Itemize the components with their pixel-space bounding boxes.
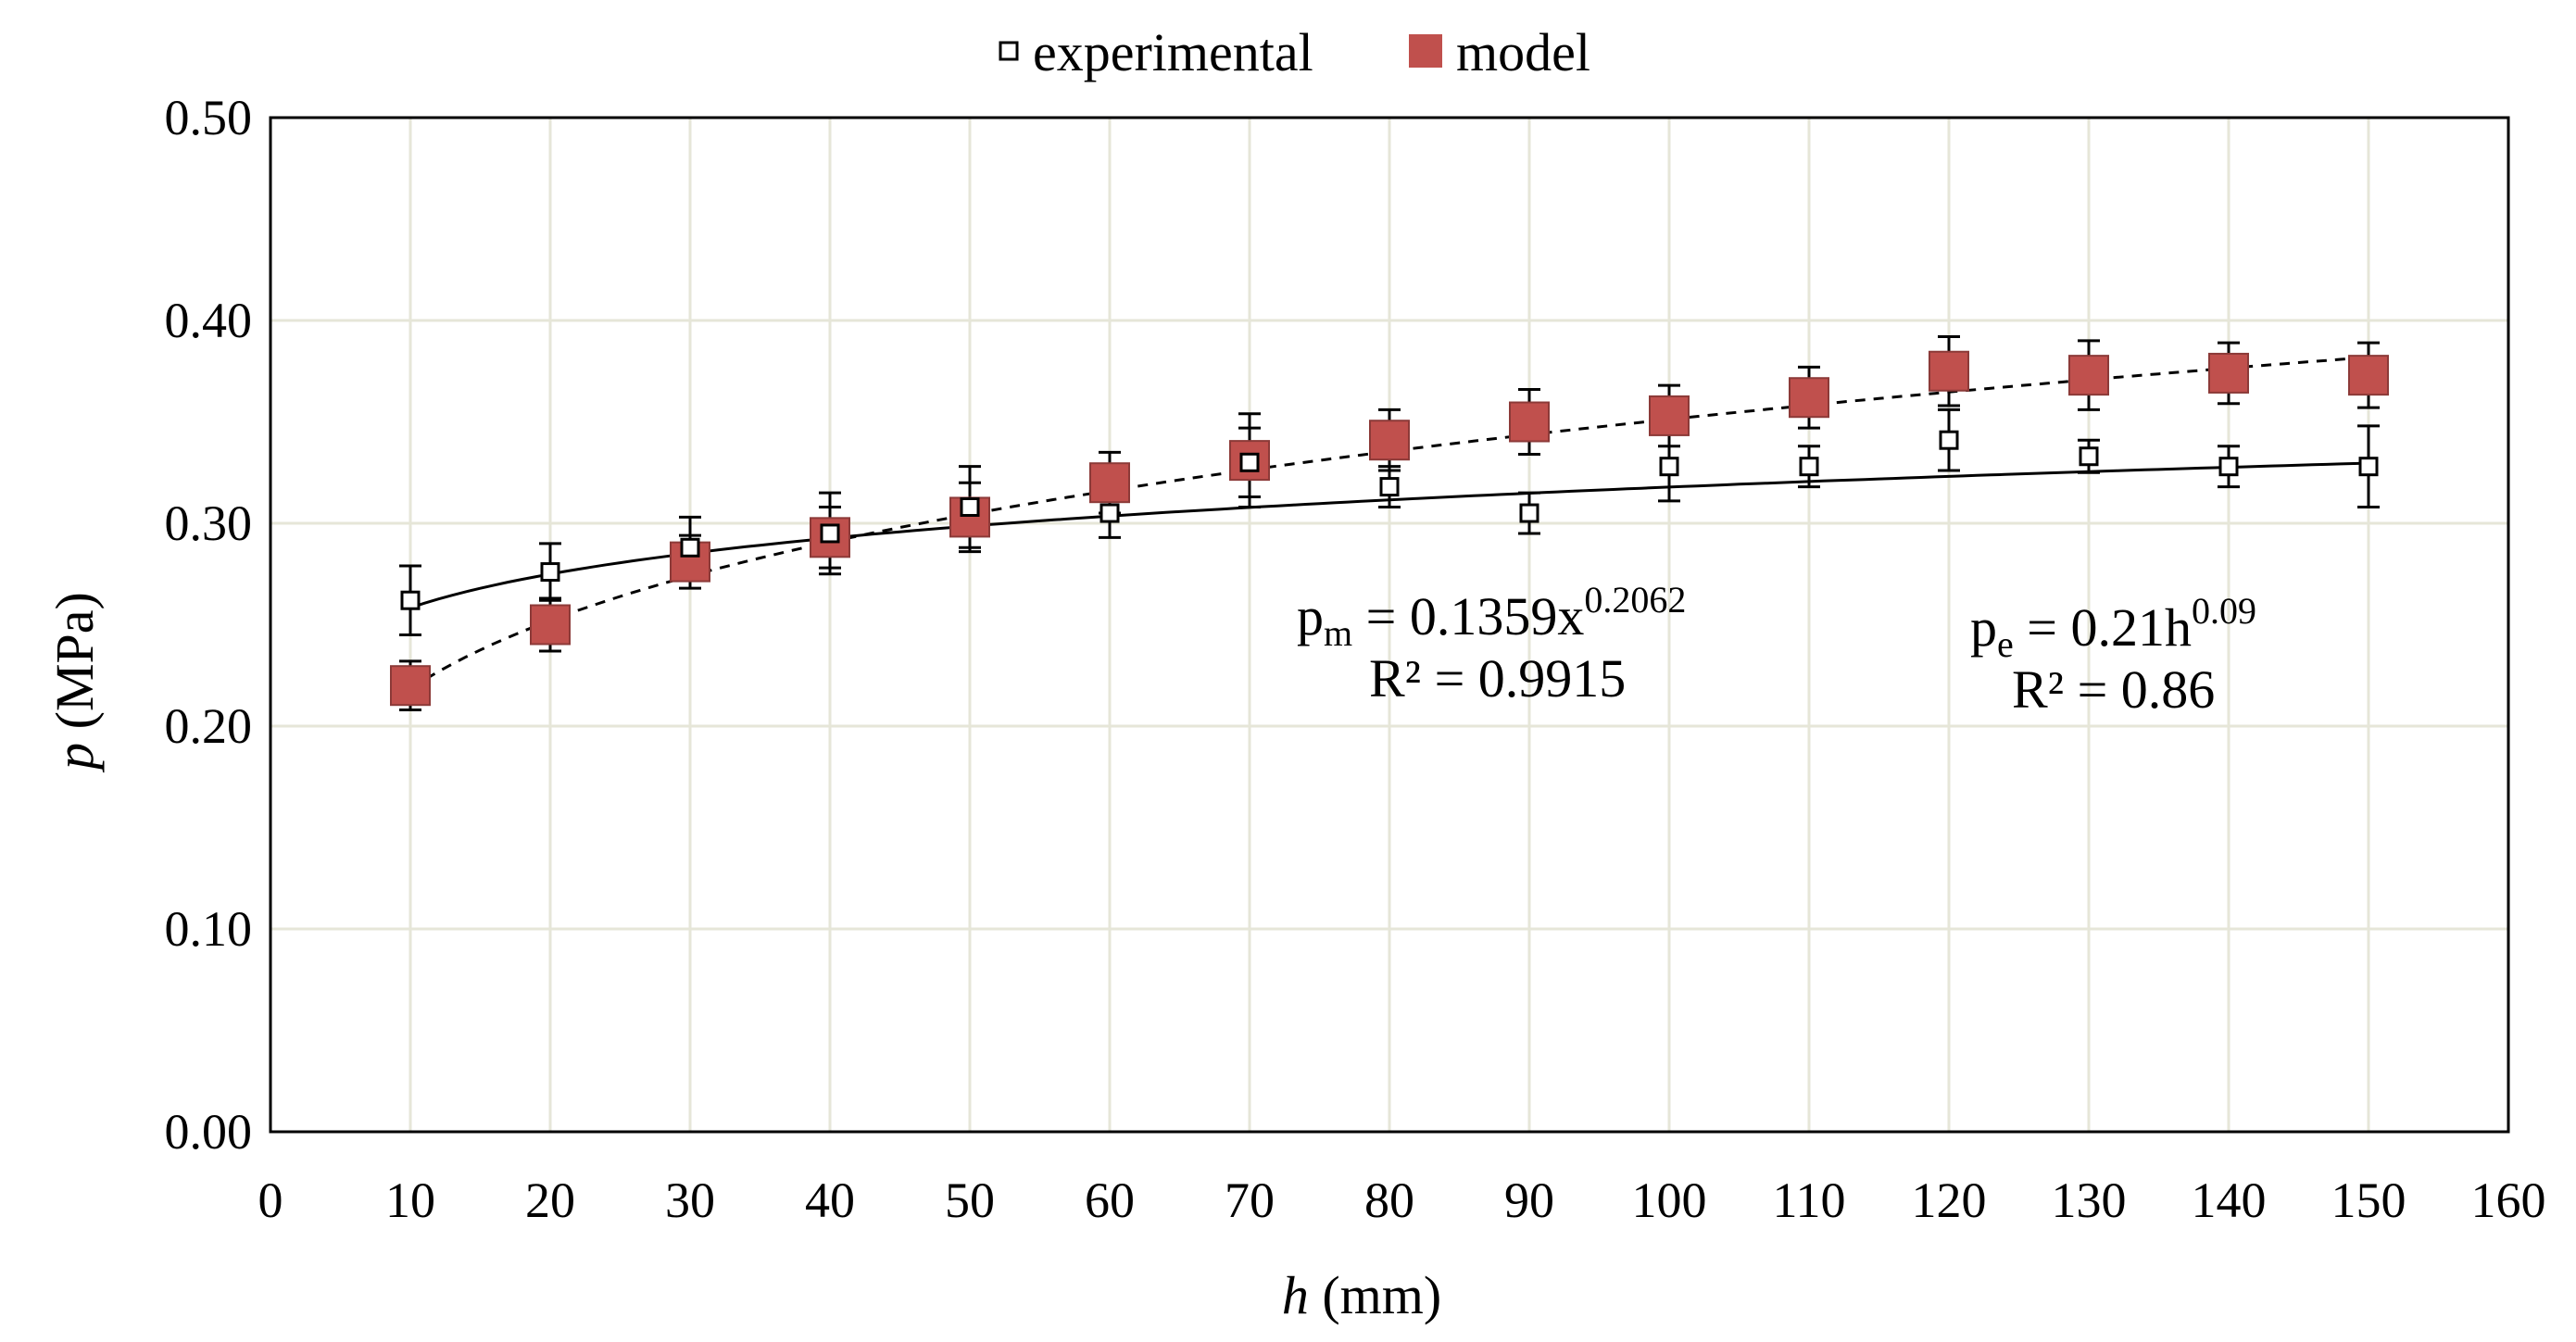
- x-tick-label: 100: [1632, 1173, 1707, 1228]
- x-tick-label: 70: [1225, 1173, 1275, 1228]
- x-tick-label: 10: [385, 1173, 435, 1228]
- experimental-equation: pe = 0.21h0.09: [1970, 590, 2256, 665]
- experimental-point: [2218, 457, 2239, 477]
- x-tick-label: 150: [2331, 1173, 2406, 1228]
- legend: experimental model: [999, 22, 1590, 82]
- experimental-point: [1239, 452, 1260, 472]
- x-tick-label: 120: [1912, 1173, 1987, 1228]
- x-tick-label: 110: [1773, 1173, 1846, 1228]
- experimental-point: [1519, 503, 1539, 523]
- legend-model-label: model: [1456, 22, 1590, 82]
- gridlines: [270, 118, 2508, 1132]
- experimental-point: [960, 496, 980, 517]
- experimental-point: [400, 590, 421, 610]
- model-point: [390, 665, 431, 707]
- model-point: [2068, 355, 2109, 396]
- x-tick-label: 60: [1085, 1173, 1135, 1228]
- model-point: [1509, 401, 1550, 443]
- experimental-point: [1100, 503, 1120, 523]
- experimental-point: [680, 537, 700, 558]
- legend-experimental-marker: [999, 41, 1019, 61]
- model-point: [2208, 352, 2249, 394]
- y-tick-label: 0.00: [165, 1104, 253, 1160]
- model-trendline: [409, 356, 2369, 690]
- x-tick-label: 30: [665, 1173, 715, 1228]
- x-tick-label: 140: [2192, 1173, 2267, 1228]
- y-tick-label: 0.50: [165, 90, 253, 145]
- plot-area: [269, 116, 2510, 1134]
- model-point: [1789, 377, 1829, 419]
- x-tick-label: 0: [258, 1173, 283, 1228]
- y-axis-title: p (MPa): [44, 592, 105, 773]
- x-tick-label: 160: [2471, 1173, 2546, 1228]
- model-point: [2348, 355, 2389, 396]
- x-tick-label: 90: [1504, 1173, 1554, 1228]
- experimental-point: [1939, 430, 1959, 450]
- experimental-point: [2079, 446, 2099, 467]
- experimental-point: [2358, 457, 2379, 477]
- y-tick-label: 0.40: [165, 293, 253, 348]
- legend-model-marker: [1409, 34, 1442, 68]
- experimental-point: [1379, 477, 1400, 497]
- experimental-fit-annotation: pe = 0.21h0.09 R² = 0.86: [1970, 590, 2256, 720]
- y-tick-label: 0.10: [165, 901, 253, 957]
- model-point: [1089, 462, 1130, 504]
- data-markers: [390, 350, 2389, 707]
- model-point: [1929, 350, 1969, 392]
- experimental-point: [540, 562, 560, 583]
- model-r-squared: R² = 0.9915: [1369, 648, 1626, 709]
- model-point: [1649, 395, 1690, 436]
- model-fit-annotation: pm = 0.1359x0.2062 R² = 0.9915: [1297, 579, 1686, 709]
- y-tick-label: 0.20: [165, 698, 253, 754]
- legend-experimental-label: experimental: [1033, 22, 1313, 82]
- model-point: [1369, 420, 1410, 461]
- tick-labels: 0 10 20 30 40 50 60 70 80 90 100 110 120 130 140 150 160…: [165, 90, 2546, 1228]
- model-point: [530, 604, 571, 646]
- experimental-point: [820, 523, 840, 544]
- x-tick-label: 130: [2052, 1173, 2127, 1228]
- x-axis-title: h (mm): [1282, 1265, 1441, 1325]
- model-equation: pm = 0.1359x0.2062: [1297, 579, 1686, 654]
- y-tick-label: 0.30: [165, 495, 253, 551]
- x-tick-label: 80: [1364, 1173, 1414, 1228]
- experimental-r-squared: R² = 0.86: [2012, 659, 2215, 720]
- x-tick-label: 50: [945, 1173, 995, 1228]
- experimental-point: [1659, 457, 1679, 477]
- x-tick-label: 20: [525, 1173, 575, 1228]
- x-tick-label: 40: [805, 1173, 855, 1228]
- experimental-point: [1799, 457, 1819, 477]
